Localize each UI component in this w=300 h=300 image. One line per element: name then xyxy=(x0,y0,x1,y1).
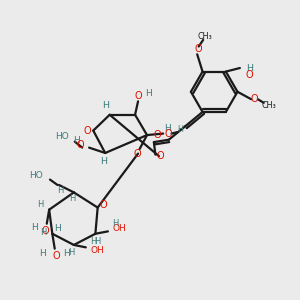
Text: O: O xyxy=(251,94,259,104)
Text: H: H xyxy=(40,228,46,237)
Text: O: O xyxy=(99,200,107,210)
Text: O: O xyxy=(134,91,142,101)
Text: H: H xyxy=(38,200,44,209)
Text: H: H xyxy=(94,237,100,246)
Text: H: H xyxy=(40,249,46,258)
Text: H: H xyxy=(103,101,110,110)
Text: O: O xyxy=(52,250,60,261)
Text: H: H xyxy=(246,64,253,73)
Text: H: H xyxy=(74,136,80,145)
Text: H: H xyxy=(177,125,183,134)
Text: CH₃: CH₃ xyxy=(262,101,277,110)
Text: O: O xyxy=(133,149,141,159)
Text: O: O xyxy=(156,151,164,161)
Text: H: H xyxy=(63,249,70,258)
Text: OH: OH xyxy=(91,246,104,255)
Text: H: H xyxy=(54,224,61,233)
Text: O: O xyxy=(245,70,253,80)
Text: H: H xyxy=(31,223,38,232)
Text: CH₃: CH₃ xyxy=(197,32,212,41)
Text: H: H xyxy=(146,89,152,98)
Text: HO: HO xyxy=(55,132,69,141)
Text: O: O xyxy=(165,129,172,139)
Text: H: H xyxy=(164,124,170,133)
Text: HO: HO xyxy=(29,172,43,181)
Text: H: H xyxy=(69,194,76,203)
Text: O: O xyxy=(153,130,161,140)
Text: H: H xyxy=(100,157,107,166)
Text: O: O xyxy=(76,140,84,150)
Text: O: O xyxy=(195,44,202,54)
Text: H: H xyxy=(68,248,75,257)
Text: O: O xyxy=(83,126,91,136)
Text: H: H xyxy=(112,218,118,227)
Text: H: H xyxy=(57,186,63,195)
Text: O: O xyxy=(41,226,49,236)
Text: OH: OH xyxy=(113,224,126,233)
Text: H: H xyxy=(90,238,96,247)
